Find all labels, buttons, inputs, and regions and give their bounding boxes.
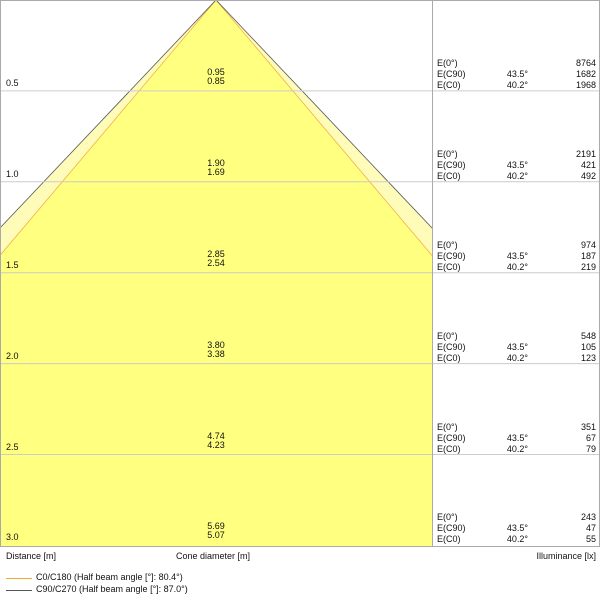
e-c0-label: E(C0) [437,79,461,90]
c90-angle: 43.5° [506,250,528,261]
e-c0-value: 55 [585,534,596,545]
c0-edge-right [215,0,432,257]
c90-angle: 43.5° [506,159,528,170]
cone-diameter-c0: 0.85 [207,75,225,86]
e0-label: E(0°) [437,330,458,341]
c0-angle: 40.2° [506,170,528,181]
e-c0-label: E(C0) [437,352,461,363]
c0-angle: 40.2° [506,79,528,90]
e-c90-label: E(C90) [437,159,466,170]
e-c90-value: 105 [580,341,596,352]
e-c0-value: 79 [585,443,596,454]
e0-label: E(0°) [437,512,458,523]
cone-diameter-c90: 2.85 [207,248,225,259]
e-c90-value: 421 [580,159,596,170]
illuminance-axis-label: Illuminance [lx] [536,551,596,561]
c0-angle: 40.2° [506,352,528,363]
distance-label: 0.5 [6,77,19,88]
distance-label: 1.5 [6,259,19,270]
cone-diameter-c90: 4.74 [207,430,225,441]
distance-label: 3.0 [6,532,19,543]
e-c0-value: 1968 [575,79,596,90]
cone-diameter-c90: 1.90 [207,157,225,168]
e-c90-label: E(C90) [437,68,466,79]
distance-label: 1.0 [6,168,19,179]
cone-diameter-c90: 5.69 [207,521,225,532]
e-c90-value: 47 [585,523,596,534]
e-c90-label: E(C90) [437,341,466,352]
c90-angle: 43.5° [506,432,528,443]
c0-angle: 40.2° [506,534,528,545]
cone-diameter-c0: 1.69 [207,166,225,177]
e0-value: 351 [580,421,596,432]
c90-legend-label: C90/C270 (Half beam angle [°]: 87.0°) [36,584,188,594]
e-c90-value: 67 [585,432,596,443]
e0-value: 974 [580,239,596,250]
e-c0-label: E(C0) [437,261,461,272]
e0-label: E(0°) [437,57,458,68]
c0-edge-left [0,0,217,257]
cone-diameter-axis-label: Cone diameter [m] [176,551,251,561]
cone-diameter-c0: 4.23 [207,439,225,450]
c0-angle: 40.2° [506,261,528,272]
e-c0-value: 492 [580,170,596,181]
c90-legend-line [6,590,32,591]
e-c90-label: E(C90) [437,432,466,443]
cone-diameter-c0: 2.54 [207,257,225,268]
c90-angle: 43.5° [506,341,528,352]
e-c0-label: E(C0) [437,534,461,545]
e-c90-label: E(C90) [437,250,466,261]
e0-value: 243 [580,512,596,523]
e-c0-label: E(C0) [437,443,461,454]
e-c0-value: 219 [580,261,596,272]
e-c0-value: 123 [580,352,596,363]
e0-label: E(0°) [437,421,458,432]
cone-diameter-c90: 3.80 [207,339,225,350]
e0-value: 8764 [575,57,596,68]
e0-label: E(0°) [437,148,458,159]
e0-label: E(0°) [437,239,458,250]
e0-value: 2191 [575,148,596,159]
cone-svg [0,0,600,547]
cone-diameter-c0: 3.38 [207,348,225,359]
c0-angle: 40.2° [506,443,528,454]
c0-legend-label: C0/C180 (Half beam angle [°]: 80.4°) [36,572,183,582]
cone-diameter-c90: 0.95 [207,66,225,77]
e-c90-value: 187 [580,250,596,261]
e0-value: 548 [580,330,596,341]
distance-axis-label: Distance [m] [6,551,57,561]
cone-diagram: 0.5 0.95 0.85 E(0°) 8764 E(C90) 43.5° 1682 E(C0)… [0,0,600,547]
c90-edge-right [215,0,432,229]
c0-legend-line [6,578,32,579]
e-c0-label: E(C0) [437,170,461,181]
e-c90-label: E(C90) [437,523,466,534]
cone-diameter-c0: 5.07 [207,530,225,541]
c90-angle: 43.5° [506,68,528,79]
c90-edge-left [0,0,217,229]
e-c90-value: 1682 [575,68,596,79]
c90-angle: 43.5° [506,523,528,534]
distance-label: 2.0 [6,350,19,361]
distance-label: 2.5 [6,441,19,452]
